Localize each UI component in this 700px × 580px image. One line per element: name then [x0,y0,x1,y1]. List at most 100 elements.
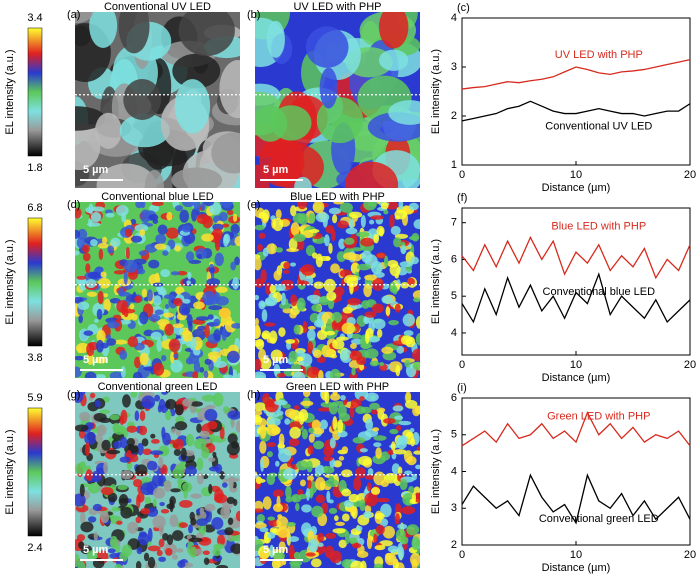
map-blob [368,336,380,343]
map-blob [211,517,224,530]
map-blob [125,247,130,260]
color-bar [27,217,43,347]
map-blob [299,479,306,487]
map-blob [172,323,184,329]
map-blob [193,301,205,310]
map-blob [208,457,216,462]
map-blob [162,250,169,256]
map-blob [186,280,192,285]
map-blob [340,394,346,401]
map-blob [192,347,201,356]
map-blob [178,12,235,56]
map-blob [326,291,337,301]
map-blob [172,53,221,89]
map-blob [394,513,400,525]
map-blob [272,217,284,232]
map-blob [203,370,209,378]
map-blob [346,507,358,513]
map-blob [381,295,393,304]
map-blob [297,213,309,225]
map-blob [179,499,193,508]
y-tick-label: 2 [451,110,457,122]
map-blob [267,516,276,521]
map-blob [211,132,240,174]
map-blob [95,112,122,149]
x-tick-label: 10 [570,359,582,371]
color-bar-min: 2.4 [27,542,42,554]
scale-label: 5 µm [263,354,289,366]
map-blob [415,333,420,346]
map-blob [107,245,115,254]
title-bg [255,380,420,392]
map-blob [326,490,331,503]
map-blob [300,264,315,276]
map-blob [255,371,267,378]
map-blob [392,405,404,412]
map-blob [218,211,228,222]
map-blob [415,464,420,470]
map-blob [370,215,385,220]
map-blob [350,398,362,408]
map-blob [314,464,325,475]
map-blob [87,271,102,279]
map-blob [323,455,334,462]
map-blob [78,541,85,550]
map-blob [360,214,366,228]
map-blob [90,239,98,247]
map-blob [223,233,231,244]
map-blob [138,425,148,436]
map-blob [319,419,329,430]
map-blob [226,350,240,364]
map-blob [325,330,336,336]
map-blob [379,361,385,367]
map-blob [86,291,98,297]
map-blob [397,546,405,560]
map-blob [226,442,240,456]
color-bar-title: EL intensity (a.u.) [4,49,16,134]
map-blob [170,351,175,364]
map-blob [107,548,116,554]
map-blob [356,550,369,558]
map-blob [338,456,345,461]
map-blob [208,267,216,274]
map-blob [119,291,131,297]
map-blob [364,475,375,480]
map-blob [208,466,221,472]
map-blob [342,513,350,522]
map-blob [363,511,373,519]
map-blob [371,303,384,314]
map-blob [103,461,109,474]
map-blob [139,352,149,366]
map-blob [171,167,223,188]
map-blob [324,392,330,404]
map-blob [182,482,193,493]
map-blob [190,493,202,499]
map-blob [272,551,285,561]
map-blob [182,398,193,407]
map-blob [126,425,138,433]
map-blob [80,521,94,533]
map-blob [312,202,325,214]
map-blob [123,78,162,120]
scale-label: 5 µm [83,354,109,366]
map-blob [408,485,415,494]
map-blob [364,392,379,402]
series-line [461,411,691,447]
map-blob [158,456,164,469]
map-blob [146,289,153,302]
map-blob [149,450,164,456]
map-blob [77,301,90,311]
map-blob [370,487,381,495]
map-blob [186,534,192,540]
map-blob [269,472,277,478]
map-blob [336,251,347,263]
map-blob [141,438,149,447]
map-blob [156,338,163,352]
scale-label: 5 µm [263,544,289,556]
map-blob [334,286,345,297]
map-blob [411,491,417,505]
map-blob [87,482,101,494]
map-blob [387,449,394,455]
map-blob [208,202,222,215]
map-blob [267,532,276,539]
